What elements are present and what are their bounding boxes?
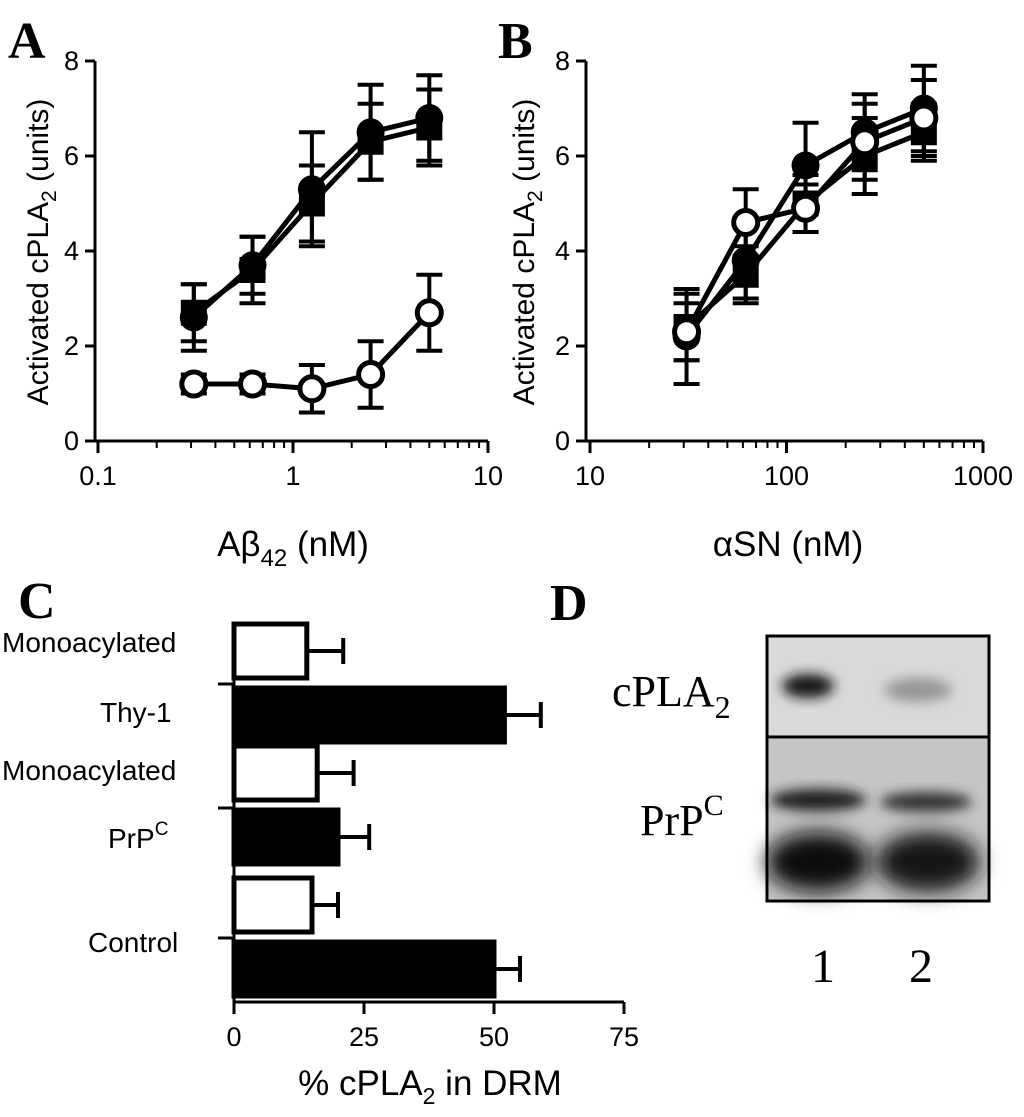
- panel-b-point-open-circle: [672, 317, 702, 347]
- panel-letter-a: A: [8, 13, 46, 70]
- panel-c-bar-open: [231, 743, 320, 803]
- panel-c-bar-filled: [231, 807, 341, 867]
- panel-a-point-open-circle: [297, 374, 327, 404]
- panel-b-point-open-circle: [791, 193, 821, 223]
- panel-a-point-filled-square: [239, 257, 266, 283]
- panel-b-chart: Activated cPLA2 (units) αSN (nM) 0 2 4 6 8 10…: [508, 46, 1013, 564]
- panel-a-y-tick-label: 0: [64, 426, 79, 456]
- panel-b-point-open-circle: [731, 208, 761, 237]
- panel-a-point-filled-square: [180, 299, 207, 326]
- blot-band-prpc-lane2-lower: [876, 832, 980, 892]
- panel-a-point-filled-square: [298, 190, 325, 217]
- panel-c-bar-filled: [231, 685, 507, 745]
- panel-b-point-filled-square: [732, 261, 759, 288]
- panel-b-point-filled-circle: [791, 151, 820, 180]
- panel-a-point-open-circle: [179, 369, 209, 399]
- panel-a-point-filled-square: [357, 128, 384, 155]
- blot-row-label-prpc: PrPC: [640, 789, 724, 845]
- blot-band-prpc-lane2-upper: [880, 792, 972, 812]
- blot-lane-label-1: 1: [811, 940, 835, 993]
- panel-a-y-tick-label: 6: [64, 141, 79, 171]
- panel-b-x-tick-label: 10: [575, 461, 605, 491]
- panel-d-blot: cPLA2 PrPC 1 2: [612, 634, 991, 993]
- panel-a-x-tick-label: 1: [285, 461, 300, 491]
- panel-b-y-tick-label: 8: [555, 46, 570, 76]
- panel-c-category-label-line2: PrPC: [108, 819, 168, 854]
- blot-band-cpla2-lane2: [884, 678, 952, 702]
- panel-c-category-label: Monoacylated: [2, 755, 176, 786]
- panel-c-x-axis-label: % cPLA2 in DRM: [298, 1064, 562, 1109]
- panel-b-y-axis-label: Activated cPLA2 (units): [508, 99, 547, 406]
- panel-c-x-tick-label: 75: [609, 1022, 639, 1052]
- panel-letter-c: C: [18, 573, 56, 630]
- panel-b-y-tick-label: 0: [555, 426, 570, 456]
- panel-a-point-open-circle: [238, 369, 268, 399]
- panel-b-y-tick-label: 6: [555, 141, 570, 171]
- panel-a-chart: Activated cPLA2 (units) Aβ42 (nM) 0 2 4 6 8 0…: [22, 46, 503, 572]
- panel-letter-d: D: [550, 575, 588, 632]
- panel-a-y-axis-label: Activated cPLA2 (units): [22, 99, 61, 406]
- blot-band-prpc-lane1-lower: [766, 832, 870, 892]
- panel-b-x-tick-label: 100: [764, 461, 809, 491]
- blot-lane-label-2: 2: [909, 940, 933, 993]
- panel-c-bar-open: [231, 621, 310, 681]
- panel-c-category-label: Monoacylated: [2, 627, 176, 658]
- blot-band-prpc-lane1-upper: [770, 789, 866, 811]
- panel-c-category-label: Control: [88, 927, 178, 958]
- panel-c-x-tick-label: 50: [479, 1022, 509, 1052]
- panel-a-x-tick-label: 10: [473, 461, 503, 491]
- panel-a-y-tick-label: 4: [64, 236, 79, 266]
- panel-c-bar-open: [231, 875, 315, 935]
- panel-b-x-axis-label: αSN (nM): [713, 525, 864, 564]
- panel-a-point-filled-square: [416, 114, 443, 141]
- panel-a-y-tick-label: 2: [64, 331, 79, 361]
- panel-letter-b: B: [498, 13, 533, 70]
- panel-a-y-tick-label: 8: [64, 46, 79, 76]
- panel-c-x-tick-label: 25: [349, 1022, 379, 1052]
- blot-row-label-cpla2: cPLA2: [612, 667, 731, 725]
- panel-b-y-tick-label: 2: [555, 331, 570, 361]
- panel-b-y-tick-label: 4: [555, 236, 570, 266]
- panel-c-chart: % cPLA2 in DRM 0 25 50 75 Monoacylated Thy-1 M…: [2, 621, 639, 1109]
- panel-b-point-open-circle: [909, 103, 939, 133]
- panel-a-point-open-circle: [414, 298, 444, 328]
- panel-c-category-label-line2: Thy-1: [100, 697, 172, 728]
- panel-b-x-tick-label: 1000: [953, 461, 1013, 491]
- panel-a-point-open-circle: [356, 360, 386, 389]
- panel-c-bar-filled: [231, 939, 497, 999]
- panel-c-x-tick-label: 0: [226, 1022, 241, 1052]
- panel-a-x-tick-label: 0.1: [79, 461, 117, 491]
- panel-b-point-open-circle: [850, 127, 880, 157]
- blot-band-cpla2-lane1: [782, 674, 834, 698]
- panel-a-x-axis-label: Aβ42 (nM): [217, 525, 369, 572]
